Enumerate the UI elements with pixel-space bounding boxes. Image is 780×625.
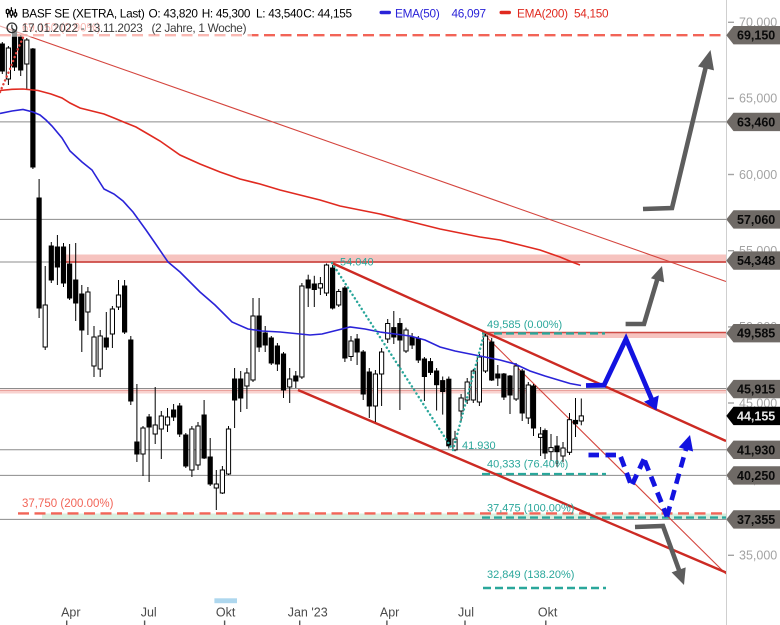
svg-text:54,348: 54,348 bbox=[737, 254, 775, 268]
svg-text:37,355: 37,355 bbox=[737, 513, 775, 527]
svg-text:45,915: 45,915 bbox=[737, 383, 775, 397]
svg-text:54,150: 54,150 bbox=[574, 6, 609, 20]
svg-text:Apr: Apr bbox=[380, 606, 399, 620]
svg-text:41,930: 41,930 bbox=[737, 443, 775, 457]
svg-text:EMA(200): EMA(200) bbox=[517, 6, 568, 20]
svg-text:60,000: 60,000 bbox=[739, 168, 777, 182]
svg-text:40,333 (76.40%): 40,333 (76.40%) bbox=[487, 458, 568, 470]
svg-text:65,000: 65,000 bbox=[739, 92, 777, 106]
svg-text:63,460: 63,460 bbox=[737, 115, 775, 129]
svg-text:Jul: Jul bbox=[458, 606, 474, 620]
svg-text:L: 43,540: L: 43,540 bbox=[256, 6, 303, 20]
svg-text:C: 44,155: C: 44,155 bbox=[303, 6, 352, 20]
svg-text:37,750 (200.00%): 37,750 (200.00%) bbox=[22, 498, 114, 510]
svg-text:(2 Jahre, 1 Woche): (2 Jahre, 1 Woche) bbox=[152, 21, 247, 35]
svg-text:Apr: Apr bbox=[61, 606, 80, 620]
svg-text:H: 45,300: H: 45,300 bbox=[202, 6, 251, 20]
svg-text:54.040: 54.040 bbox=[340, 257, 374, 269]
svg-text:Jul: Jul bbox=[141, 606, 157, 620]
svg-text:17.01.2022 - 13.11.2023: 17.01.2022 - 13.11.2023 bbox=[22, 21, 144, 35]
svg-text:BASF SE (XETRA, Last): BASF SE (XETRA, Last) bbox=[22, 6, 145, 20]
svg-text:EMA(50): EMA(50) bbox=[395, 6, 440, 20]
svg-text:Okt: Okt bbox=[216, 606, 236, 620]
svg-text:69,150: 69,150 bbox=[737, 29, 775, 43]
svg-text:41.930: 41.930 bbox=[462, 440, 496, 452]
svg-text:40,250: 40,250 bbox=[737, 469, 775, 483]
svg-text:57,060: 57,060 bbox=[737, 213, 775, 227]
svg-text:46,097: 46,097 bbox=[452, 6, 486, 20]
svg-text:O: 43,820: O: 43,820 bbox=[149, 6, 199, 20]
svg-text:Jan '23: Jan '23 bbox=[288, 606, 328, 620]
svg-text:44,155: 44,155 bbox=[737, 409, 775, 423]
svg-text:32,849 (138.20%): 32,849 (138.20%) bbox=[487, 569, 574, 581]
svg-text:37,475 (100.00%): 37,475 (100.00%) bbox=[487, 503, 574, 515]
svg-text:49,585: 49,585 bbox=[737, 327, 775, 341]
svg-text:Okt: Okt bbox=[538, 606, 558, 620]
svg-text:49,585 (0.00%): 49,585 (0.00%) bbox=[487, 319, 562, 331]
svg-text:35,000: 35,000 bbox=[739, 549, 777, 563]
